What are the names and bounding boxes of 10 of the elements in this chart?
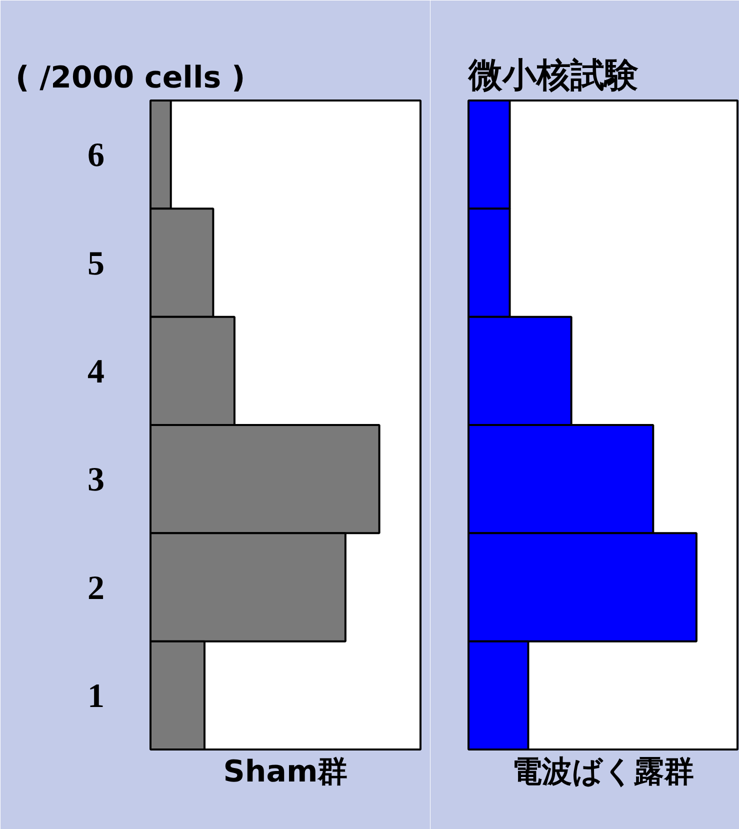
x-axis-title: 電波ばく露群: [512, 754, 694, 790]
y-tick-label: 4: [88, 353, 104, 390]
y-tick-label: 5: [88, 245, 104, 282]
y-tick-label: 2: [88, 570, 104, 607]
x-axis-title: Sham群: [223, 754, 348, 790]
y-tick-label: 1: [88, 678, 104, 715]
y-tick-label: 6: [88, 137, 104, 174]
chart-title: ( /2000 cells ): [16, 60, 246, 96]
chart-title: 微小核試験: [468, 56, 638, 96]
y-tick-label: 3: [88, 462, 104, 499]
